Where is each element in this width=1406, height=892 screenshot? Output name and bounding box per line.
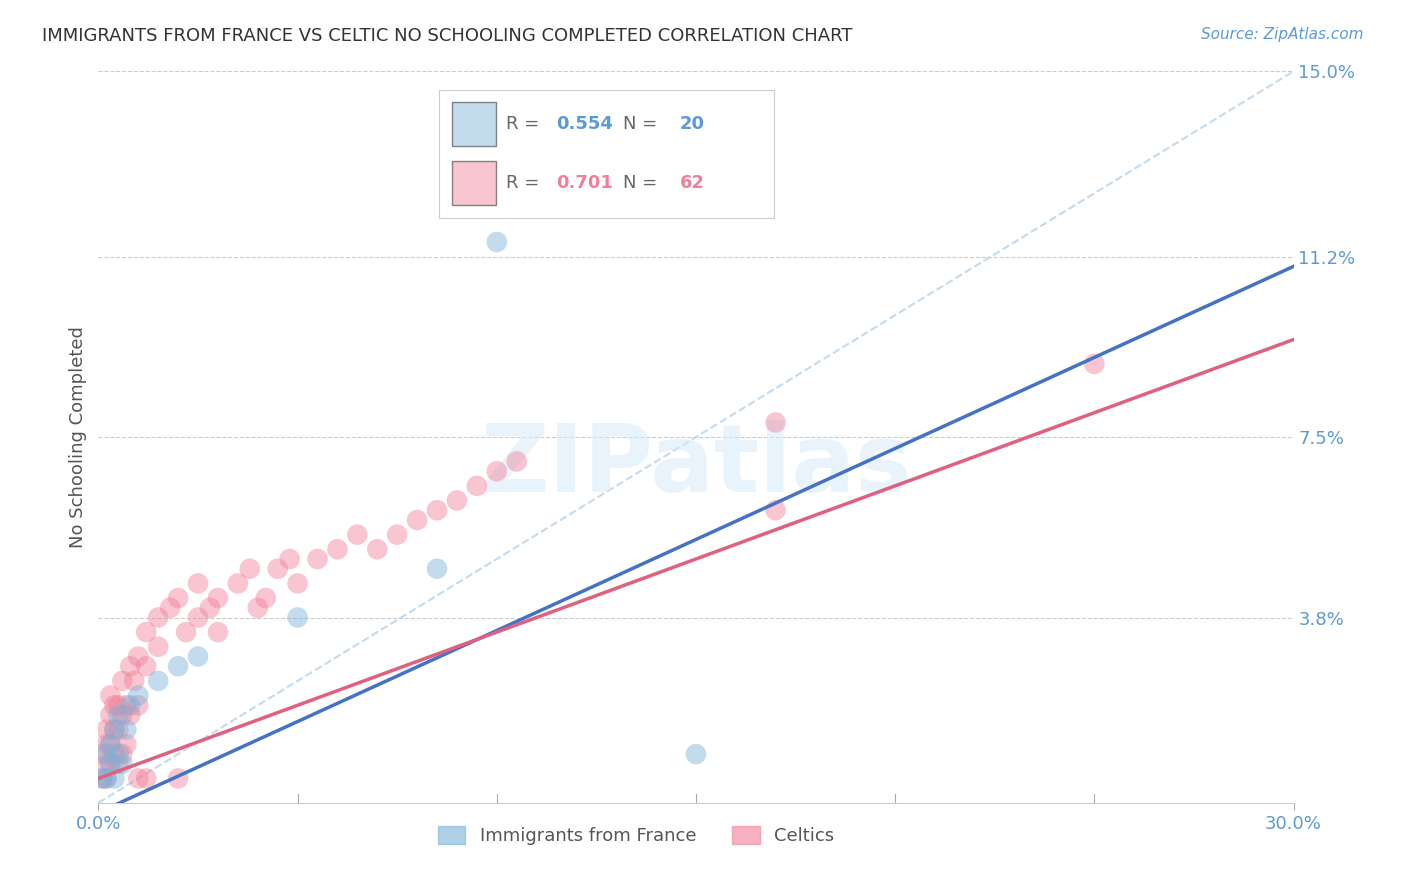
Point [278, 552, 301, 566]
Text: IMMIGRANTS FROM FRANCE VS CELTIC NO SCHOOLING COMPLETED CORRELATION CHART: IMMIGRANTS FROM FRANCE VS CELTIC NO SCHO… [42, 27, 852, 45]
Point [91, 772, 114, 786]
Point [111, 708, 134, 723]
Point [115, 737, 138, 751]
Point [96, 747, 118, 761]
Point [120, 708, 142, 723]
Point [96, 772, 118, 786]
Point [267, 562, 290, 576]
Point [246, 600, 269, 615]
Point [103, 723, 125, 737]
Point [198, 600, 221, 615]
Point [111, 756, 134, 771]
Point [96, 756, 118, 771]
Point [159, 600, 181, 615]
Point [167, 659, 190, 673]
Point [127, 649, 149, 664]
Point [465, 479, 488, 493]
Point [96, 737, 118, 751]
Point [187, 610, 209, 624]
Point [107, 708, 129, 723]
Point [98, 737, 122, 751]
Point [120, 659, 142, 673]
Point [98, 708, 122, 723]
Point [111, 673, 134, 688]
Point [226, 576, 249, 591]
Point [239, 562, 262, 576]
Point [107, 723, 129, 737]
Point [326, 542, 349, 557]
Point [103, 772, 125, 786]
Point [287, 610, 309, 624]
Point [148, 640, 170, 654]
Point [127, 689, 149, 703]
Point [135, 625, 157, 640]
Point [366, 542, 388, 557]
Point [174, 625, 197, 640]
Point [120, 698, 142, 713]
Point [107, 756, 129, 771]
Point [426, 562, 449, 576]
Point [506, 454, 529, 468]
Point [111, 747, 134, 761]
Point [167, 591, 190, 605]
Point [765, 503, 787, 517]
Point [385, 527, 409, 541]
Point [346, 527, 368, 541]
Point [287, 576, 309, 591]
Point [307, 552, 329, 566]
Text: ZIPatlas: ZIPatlas [481, 420, 911, 512]
Point [124, 673, 146, 688]
Point [96, 772, 118, 786]
Point [98, 737, 122, 751]
Point [103, 747, 125, 761]
Point [1083, 357, 1105, 371]
Point [446, 493, 468, 508]
Point [107, 698, 129, 713]
Point [103, 723, 125, 737]
Point [485, 235, 508, 249]
Point [207, 625, 229, 640]
Point [91, 747, 114, 761]
Point [103, 698, 125, 713]
Point [685, 747, 707, 761]
Point [127, 772, 149, 786]
Point [135, 659, 157, 673]
Point [115, 723, 138, 737]
Point [406, 513, 429, 527]
Point [765, 416, 787, 430]
Point [148, 610, 170, 624]
Point [148, 673, 170, 688]
Point [426, 503, 449, 517]
Y-axis label: No Schooling Completed: No Schooling Completed [69, 326, 87, 548]
Point [107, 747, 129, 761]
Text: Source: ZipAtlas.com: Source: ZipAtlas.com [1201, 27, 1364, 42]
Point [167, 772, 190, 786]
Point [91, 772, 114, 786]
Point [98, 756, 122, 771]
Point [207, 591, 229, 605]
Point [485, 464, 508, 478]
Point [96, 723, 118, 737]
Point [127, 698, 149, 713]
Point [187, 576, 209, 591]
Point [98, 756, 122, 771]
Point [98, 689, 122, 703]
Point [115, 698, 138, 713]
Point [254, 591, 277, 605]
Point [187, 649, 209, 664]
Point [135, 772, 157, 786]
Legend: Immigrants from France, Celtics: Immigrants from France, Celtics [432, 819, 841, 852]
